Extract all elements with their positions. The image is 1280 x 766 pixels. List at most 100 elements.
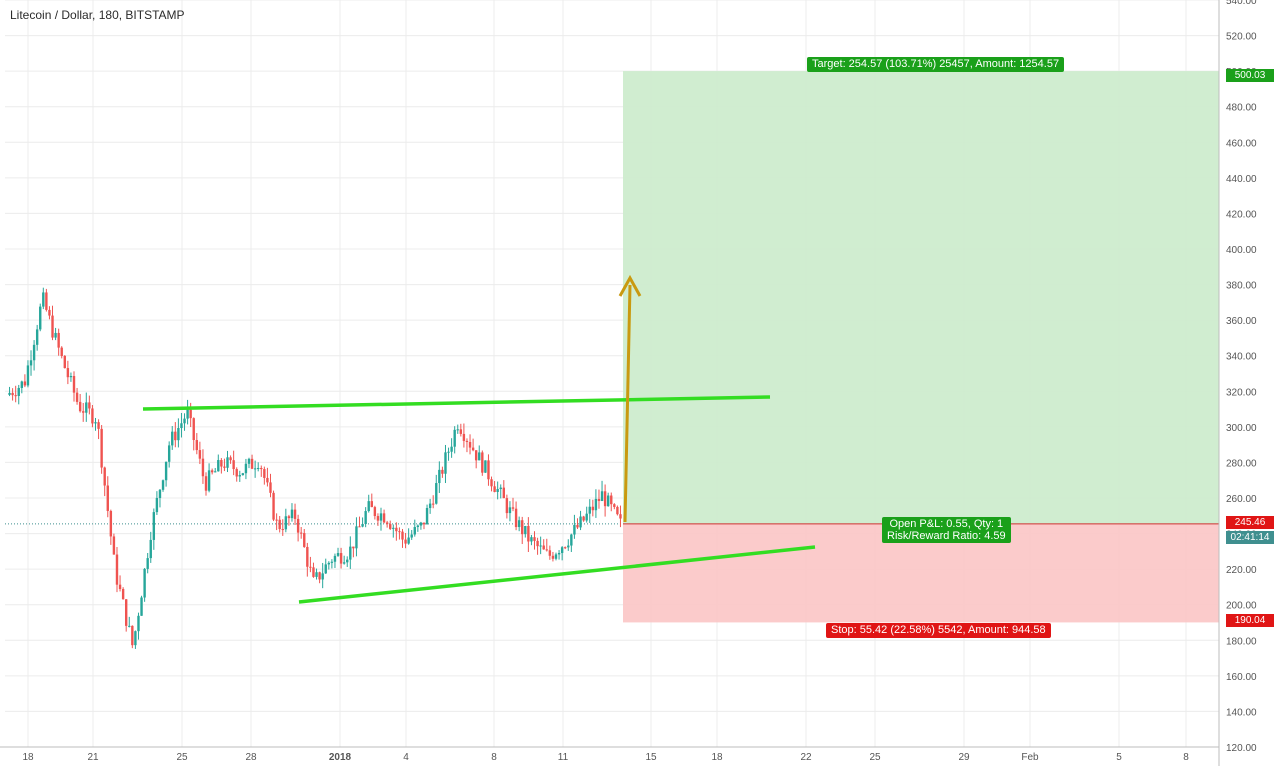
candle-body — [257, 467, 260, 469]
candle-body — [63, 355, 66, 369]
candle-body — [321, 573, 324, 580]
countdown-tag: 02:41:14 — [1226, 531, 1274, 544]
upper-trendline — [142, 395, 771, 411]
candle-body — [72, 376, 76, 393]
candle-body — [124, 599, 128, 626]
candle-body — [444, 452, 447, 474]
candle-body — [349, 546, 352, 560]
candle-body — [468, 442, 472, 448]
rr-label: Risk/Reward Ratio: 4.59 — [887, 530, 1006, 542]
candle-body — [11, 392, 14, 396]
candle-body — [324, 564, 327, 574]
time-tick-label: 11 — [558, 752, 569, 763]
candle-body — [318, 572, 321, 580]
candle-body — [198, 450, 202, 459]
candle-body — [582, 516, 585, 521]
profit-zone — [623, 71, 1219, 524]
candle-body — [573, 525, 576, 535]
candle-body — [346, 559, 349, 563]
price-tick-label: 260.00 — [1226, 494, 1257, 505]
candle-body — [517, 520, 521, 528]
candle-body — [88, 402, 91, 409]
time-tick-label: 4 — [403, 752, 409, 763]
candle-body — [250, 458, 254, 469]
candle-body — [413, 527, 416, 535]
candle-body — [143, 568, 146, 598]
candle-body — [330, 561, 334, 563]
candle-body — [395, 527, 398, 532]
candle-body — [269, 482, 272, 493]
candle-body — [422, 522, 426, 525]
candle-body — [45, 292, 48, 310]
candle-body — [554, 554, 558, 559]
candle-body — [361, 524, 364, 527]
price-tick-label: 300.00 — [1226, 423, 1257, 434]
candle-body — [32, 344, 36, 361]
candle-body — [315, 572, 318, 577]
candle-body — [8, 392, 11, 395]
price-tick-label: 280.00 — [1226, 458, 1257, 469]
candle-body — [100, 428, 103, 468]
candle-body — [281, 529, 284, 531]
candle-body — [54, 332, 57, 338]
candle-body — [373, 507, 377, 517]
candle-body — [155, 497, 159, 513]
candle-body — [425, 508, 429, 525]
candle-body — [613, 504, 616, 507]
candle-body — [164, 461, 168, 481]
price-tick-label: 520.00 — [1226, 32, 1257, 43]
candle-body — [312, 567, 315, 577]
time-tick-label: 25 — [869, 752, 881, 763]
price-tick-label: 460.00 — [1226, 138, 1257, 149]
candle-body — [474, 450, 478, 461]
entry-price-tag: 245.46 — [1226, 516, 1274, 529]
candle-body — [75, 392, 79, 402]
candle-body — [183, 418, 186, 424]
candle-body — [235, 469, 238, 477]
candle-body — [447, 451, 450, 453]
candle-body — [290, 509, 294, 519]
candle-body — [367, 501, 370, 512]
candle-body — [232, 460, 235, 470]
time-tick-label: 25 — [176, 752, 188, 763]
price-tick-label: 320.00 — [1226, 387, 1257, 398]
candle-body — [137, 615, 140, 632]
candle-body — [342, 562, 346, 564]
candle-body — [306, 546, 309, 567]
candle-body — [619, 514, 622, 519]
candle-body — [431, 503, 435, 505]
candle-body — [42, 292, 45, 307]
candle-body — [309, 566, 312, 568]
time-tick-label: 8 — [1183, 752, 1189, 763]
candle-body — [364, 511, 367, 525]
price-tick-label: 380.00 — [1226, 281, 1257, 292]
symbol-name: Litecoin / Dollar — [10, 8, 93, 22]
time-tick-label: 22 — [800, 752, 812, 763]
candle-body — [247, 458, 251, 464]
candle-body — [20, 381, 24, 388]
candle-body — [570, 534, 573, 546]
breakout-arrow-head — [618, 274, 642, 297]
candle-body — [57, 332, 60, 348]
candle-body — [85, 402, 88, 413]
candle-body — [610, 495, 613, 505]
candle-body — [533, 537, 536, 541]
candle-body — [557, 553, 561, 555]
candle-body — [29, 360, 33, 366]
time-tick-label: 18 — [22, 752, 34, 763]
candle-body — [478, 452, 481, 461]
candle-body — [60, 347, 63, 356]
candle-body — [401, 531, 404, 540]
candle-body — [146, 558, 149, 569]
candle-body — [487, 460, 490, 480]
candle-body — [539, 545, 542, 547]
candle-body — [272, 492, 275, 520]
candle-body — [355, 526, 358, 549]
candle-body — [296, 518, 300, 533]
interval-label: 180 — [98, 8, 119, 22]
candle-body — [548, 550, 552, 556]
candle-body — [69, 376, 73, 378]
candle-body — [220, 460, 223, 467]
